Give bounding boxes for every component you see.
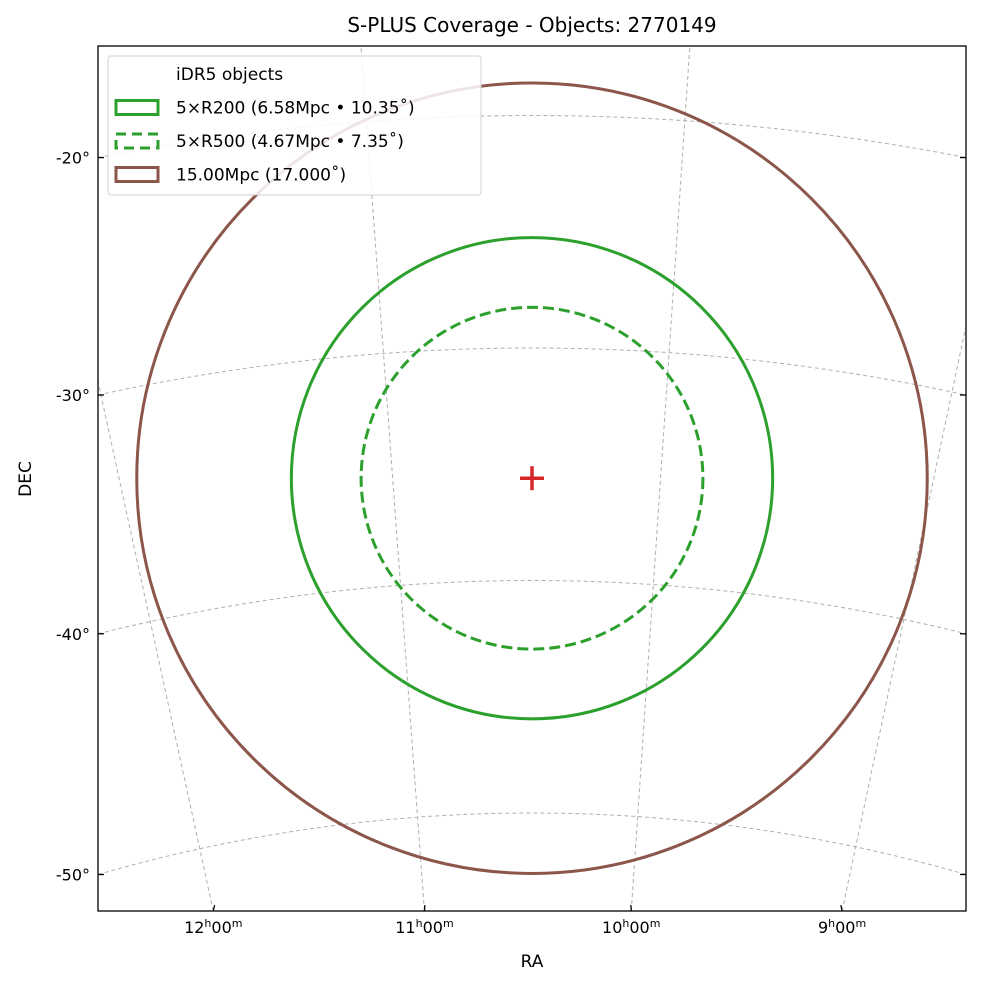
coverage-circle — [135, 81, 929, 875]
legend-swatch — [114, 132, 160, 150]
legend-label: 5×R500 (4.67Mpc • 7.35˚) — [176, 131, 404, 152]
y-tick-label: -50° — [56, 866, 90, 885]
legend-label: iDR5 objects — [176, 65, 283, 85]
x-tick — [840, 904, 843, 912]
coverage-circles — [135, 81, 929, 875]
x-axis-label: RA — [521, 952, 544, 972]
center-marker — [520, 466, 544, 491]
y-tick-label: -40° — [56, 625, 90, 644]
coverage-circle — [359, 305, 705, 651]
dec-gridline — [98, 812, 966, 875]
x-tick-label: 12h00m — [184, 917, 242, 937]
x-tick — [212, 904, 216, 912]
legend-label: 15.00Mpc (17.000˚) — [176, 165, 346, 186]
ra-gridline — [841, 325, 966, 911]
x-tick-label: 11h00m — [395, 917, 453, 937]
coverage-circle — [289, 236, 775, 721]
legend: iDR5 objects 5×R200 (6.58Mpc • 10.35˚) 5×R… — [107, 55, 482, 196]
dec-gridline — [98, 347, 966, 396]
chart-title: S-PLUS Coverage - Objects: 2770149 — [347, 13, 716, 37]
x-tick-label: 9h00m — [818, 917, 866, 937]
plot-frame — [97, 45, 967, 912]
ra-gridline — [98, 381, 214, 911]
y-axis-label: DEC — [16, 461, 36, 497]
y-tick-label: -30° — [56, 386, 90, 405]
legend-swatch — [114, 166, 160, 183]
x-tick-label: 10h00m — [602, 917, 660, 937]
legend-box — [107, 55, 482, 196]
legend-swatch — [114, 99, 160, 116]
axis-ticks: -20° -30° -40° -50° 12h00m 11h00m 10h00m 9h00m — [56, 149, 966, 937]
y-tick-label: -20° — [56, 149, 90, 168]
legend-label: 5×R200 (6.58Mpc • 10.35˚) — [176, 98, 415, 119]
dec-gridline — [98, 580, 966, 635]
ra-gridline — [630, 46, 691, 911]
